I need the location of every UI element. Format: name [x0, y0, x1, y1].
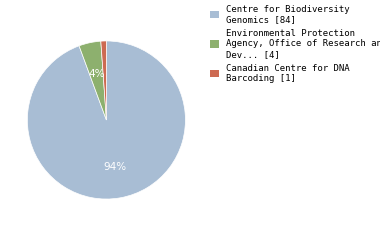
- Text: 94%: 94%: [103, 162, 126, 172]
- Wedge shape: [27, 41, 185, 199]
- Text: 4%: 4%: [88, 69, 105, 79]
- Wedge shape: [79, 41, 106, 120]
- Wedge shape: [101, 41, 106, 120]
- Legend: Centre for Biodiversity
Genomics [84], Environmental Protection
Agency, Office o: Centre for Biodiversity Genomics [84], E…: [210, 5, 380, 83]
